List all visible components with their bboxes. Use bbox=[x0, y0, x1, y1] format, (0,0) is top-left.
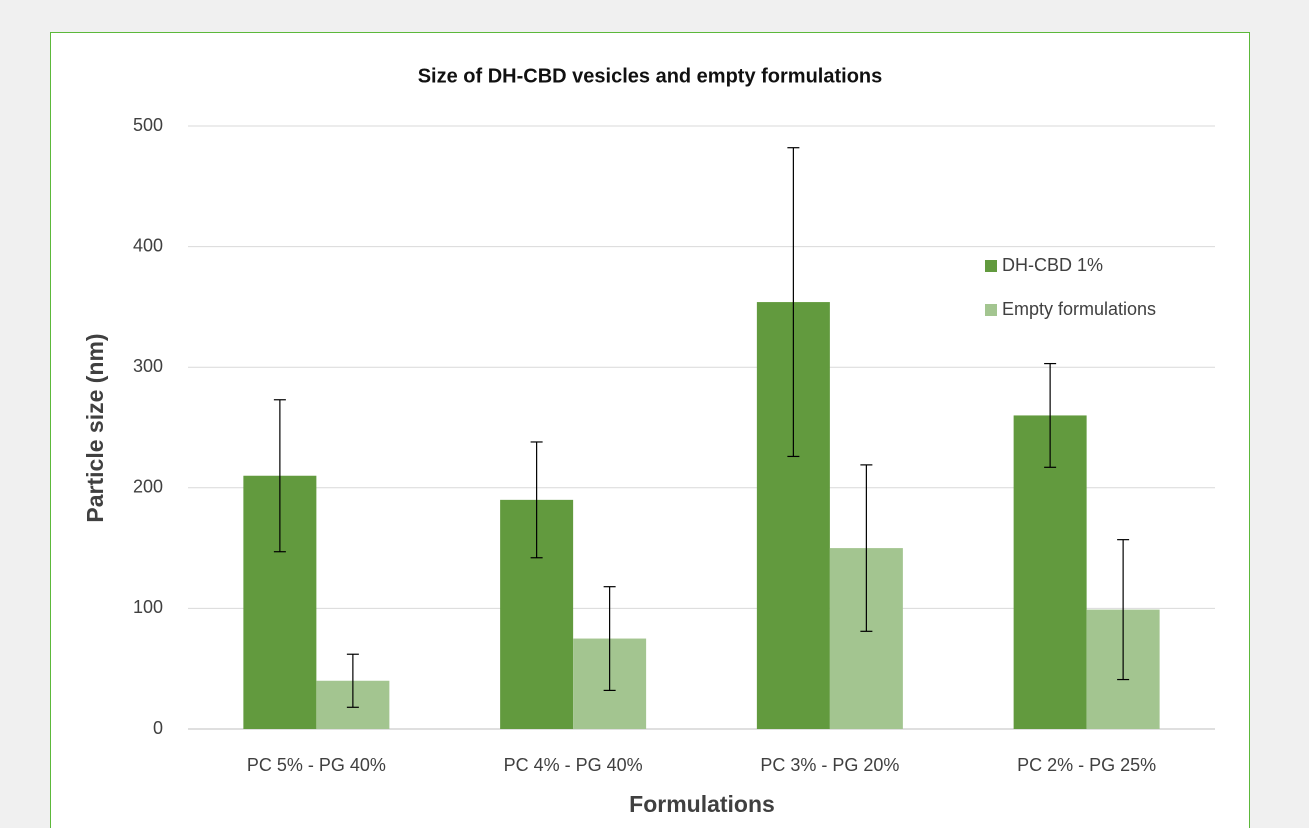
error-bar bbox=[1044, 362, 1057, 468]
legend-label: DH-CBD 1% bbox=[1002, 255, 1103, 275]
y-tick-label: 500 bbox=[133, 115, 163, 135]
chart-title: Size of DH-CBD vesicles and empty formul… bbox=[418, 65, 883, 87]
error-bar bbox=[530, 441, 543, 559]
x-tick-label: PC 5% - PG 40% bbox=[247, 755, 386, 775]
legend-label: Empty formulations bbox=[1002, 299, 1156, 319]
y-tick-label: 0 bbox=[153, 718, 163, 738]
error-bar bbox=[603, 586, 616, 692]
x-axis-title: Formulations bbox=[629, 791, 775, 817]
error-bar bbox=[860, 464, 873, 632]
x-tick-label: PC 3% - PG 20% bbox=[760, 755, 899, 775]
x-tick-label: PC 2% - PG 25% bbox=[1017, 755, 1156, 775]
y-tick-label: 300 bbox=[133, 356, 163, 376]
x-tick-label: PC 4% - PG 40% bbox=[504, 755, 643, 775]
y-tick-label: 400 bbox=[133, 235, 163, 255]
legend-swatch bbox=[985, 304, 997, 316]
legend-swatch bbox=[985, 260, 997, 272]
error-bar bbox=[346, 653, 359, 708]
error-bar bbox=[1117, 539, 1130, 681]
error-bar bbox=[273, 399, 286, 553]
y-tick-label: 100 bbox=[133, 597, 163, 617]
y-tick-label: 200 bbox=[133, 477, 163, 497]
error-bar bbox=[787, 147, 800, 458]
y-axis-title: Particle size (nm) bbox=[82, 333, 108, 522]
